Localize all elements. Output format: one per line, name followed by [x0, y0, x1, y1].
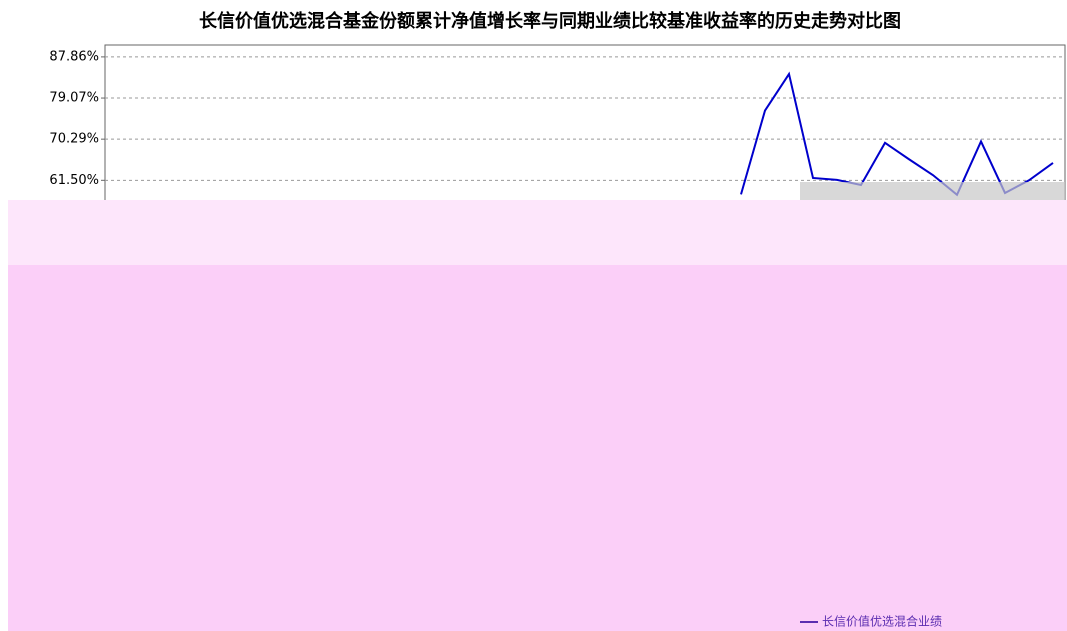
artifact: [8, 265, 1067, 631]
artifact: [800, 182, 1065, 200]
chart-title: 长信价值优选混合基金份额累计净值增长率与同期业绩比较基准收益率的历史走势对比图: [199, 10, 901, 32]
artifact: [8, 200, 1067, 265]
y-tick-label: 79.07%: [49, 91, 99, 106]
y-tick-label: 70.29%: [49, 132, 99, 147]
y-tick-label: 87.86%: [49, 49, 99, 64]
legend-label: 长信价值优选混合业绩: [822, 614, 942, 629]
y-tick-label: 61.50%: [49, 173, 99, 188]
